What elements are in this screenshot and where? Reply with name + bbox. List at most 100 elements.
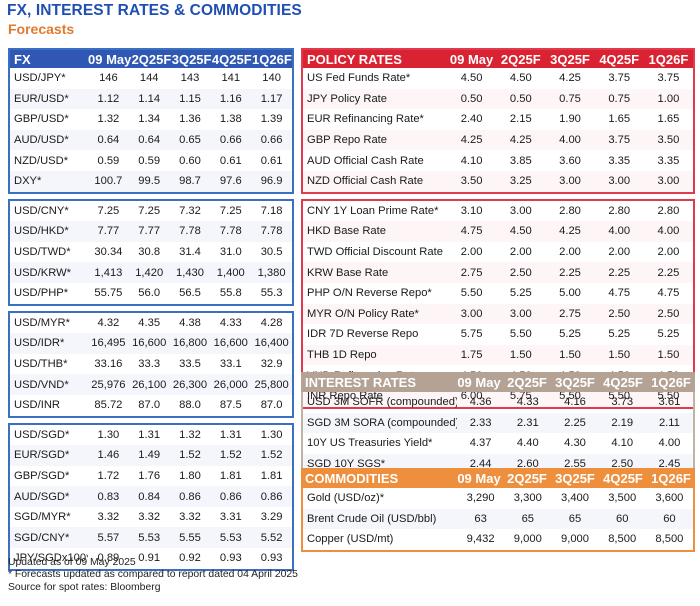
table-row-value-5: 96.9 — [260, 175, 283, 188]
commodities-header-label: COMMODITIES — [305, 470, 399, 486]
table-row-value-2: 4.35 — [138, 316, 161, 329]
table-row-label: 10Y US Treasuries Yield* — [307, 437, 433, 450]
table-row-value-3: 33.5 — [179, 358, 201, 371]
table-row-value-4: 4.33 — [219, 316, 242, 329]
table-row-value-2: 4.50 — [509, 72, 532, 85]
table-row: USD 3M SOFR (compounded)* 4.36 4.33 4.16 3.7… — [303, 392, 693, 413]
table-row-value-3: 31.4 — [179, 246, 201, 259]
policy-header-value-4: 4Q25F — [599, 51, 640, 67]
table-row-value-1: 4.32 — [97, 316, 120, 329]
table-row-value-2: 2.60 — [516, 458, 539, 471]
table-row-value-1: 5.50 — [460, 287, 483, 300]
table-row-value-1: 1,413 — [94, 266, 123, 279]
table-row-label: US Fed Funds Rate* — [307, 72, 411, 85]
table-row-value-2: 16,600 — [132, 337, 167, 350]
table-row-value-2: 7.77 — [138, 225, 161, 238]
table-row-label: CNY 1Y Loan Prime Rate* — [307, 204, 439, 217]
table-row-value-3: 4.16 — [564, 396, 586, 409]
table-row-value-4: 4.10 — [611, 437, 634, 450]
table-row-value-1: 146 — [99, 72, 118, 85]
table-row: JPY Policy Rate 0.50 0.50 0.75 0.75 1.00 — [303, 88, 693, 110]
table-row-value-3: 143 — [180, 72, 200, 85]
table-row-value-5: 4.00 — [658, 437, 681, 450]
table-row: EUR/USD* 1.12 1.14 1.15 1.16 1.17 — [10, 88, 292, 110]
table-row-value-5: 3.50 — [657, 134, 680, 147]
table-row-value-4: 3.73 — [611, 396, 634, 409]
table-row-value-1: 2.75 — [460, 266, 483, 279]
table-row-value-2: 1.49 — [138, 449, 161, 462]
table-row-value-5: 4.00 — [657, 225, 680, 238]
table-row-value-5: 5.50 — [657, 390, 680, 403]
table-row-value-4: 3.31 — [219, 511, 242, 524]
table-row-value-4: 1.38 — [219, 113, 242, 126]
table-row-value-3: 0.75 — [559, 92, 581, 105]
table-row-value-2: 4.33 — [516, 396, 539, 409]
table-row-value-5: 32.9 — [260, 358, 283, 371]
table-row-value-2: 7.25 — [138, 204, 161, 217]
policy-header-value-2: 2Q25F — [500, 51, 541, 67]
table-row-value-4: 55.8 — [219, 287, 242, 300]
policy-header: POLICY RATES 09 May 2Q25F 3Q25F 4Q25F 1Q26F — [301, 48, 695, 68]
table-row-label: JPY Policy Rate — [307, 92, 388, 105]
table-row-value-3: 1.15 — [179, 92, 201, 105]
table-row: USD/INR 85.72 87.0 88.0 87.5 87.0 — [10, 395, 292, 416]
table-row-value-1: 4.75 — [460, 225, 483, 238]
table-row: 10Y US Treasuries Yield* 4.37 4.40 4.30 4.10… — [303, 433, 693, 454]
table-row: AUD/USD* 0.64 0.64 0.65 0.66 0.66 — [10, 129, 292, 151]
table-row-value-3: 1.80 — [179, 469, 201, 482]
table-row-value-5: 25,800 — [254, 378, 289, 391]
table-row-value-2: 26,100 — [132, 378, 167, 391]
table-row-value-4: 16,600 — [213, 337, 248, 350]
table-row-value-5: 87.0 — [260, 399, 283, 412]
table-row-value-5: 1.52 — [260, 449, 283, 462]
table-row: USD/SGD* 1.30 1.31 1.32 1.31 1.30 — [10, 425, 292, 446]
table-row-value-4: 2.50 — [608, 307, 631, 320]
table-row: AUD Official Cash Rate 4.10 3.85 3.60 3.35 3.… — [303, 150, 693, 171]
table-row-value-5: 2.80 — [657, 204, 680, 217]
table-row-label: DXY* — [14, 175, 42, 188]
table-row-value-2: 144 — [139, 72, 159, 85]
table-row-value-4: 5.53 — [219, 531, 242, 544]
table-row-value-4: 2.19 — [611, 416, 634, 429]
table-row-value-2: 0.84 — [138, 490, 161, 503]
table-row-value-4: 4.00 — [608, 225, 631, 238]
table-row-value-5: 3.61 — [658, 396, 681, 409]
table-row-value-4: 1.65 — [608, 113, 631, 126]
table-row-value-4: 1,400 — [216, 266, 245, 279]
table-row-value-1: 9,432 — [466, 533, 495, 546]
table-row-value-1: 3.32 — [97, 511, 120, 524]
table-row-value-5: 1.30 — [260, 428, 283, 441]
table-row-value-5: 2.45 — [658, 458, 681, 471]
table-row-label: IDR 7D Reverse Repo — [307, 328, 419, 341]
table-row-value-1: 33.16 — [94, 358, 123, 371]
table-row-value-3: 1.32 — [179, 428, 201, 441]
table-row-value-5: 1.81 — [260, 469, 283, 482]
table-row-value-2: 1.14 — [138, 92, 161, 105]
table-row-value-5: 7.78 — [260, 225, 283, 238]
table-row-value-4: 4.75 — [608, 287, 631, 300]
table-row-value-5: 3.29 — [260, 511, 283, 524]
policy-header-value-1: 09 May — [449, 51, 494, 67]
table-row-label: USD/THB* — [14, 358, 68, 371]
table-row-value-4: 97.6 — [219, 175, 242, 188]
table-row-value-3: 0.86 — [179, 490, 201, 503]
commodities-header-value-4: 4Q25F — [603, 470, 643, 486]
table-row: EUR Refinancing Rate* 2.40 2.15 1.90 1.65 1.6… — [303, 109, 693, 130]
commodities-header-value-2: 2Q25F — [507, 470, 547, 486]
table-row-value-3: 5.55 — [179, 531, 201, 544]
table-row: NZD/USD* 0.59 0.59 0.60 0.61 0.61 — [10, 150, 292, 171]
table-row-value-2: 2.00 — [509, 246, 532, 259]
table-row-value-3: 26,300 — [172, 378, 208, 391]
table-row-value-2: 5.50 — [509, 328, 532, 341]
commodities-header-value-5: 1Q26F — [651, 470, 691, 486]
table-row-value-3: 3,400 — [561, 492, 589, 505]
table-row-value-3: 9,000 — [561, 533, 589, 546]
table-row-value-5: 0.86 — [260, 490, 283, 503]
table-row-value-1: 5.75 — [460, 328, 483, 341]
table-row-value-5: 1.17 — [260, 92, 283, 105]
table-row-value-2: 0.59 — [138, 154, 161, 167]
table-row-value-3: 4.30 — [564, 437, 586, 450]
fx-header-value-3: 3Q25F — [171, 51, 212, 67]
table-row: AUD/SGD* 0.83 0.84 0.86 0.86 0.86 — [10, 486, 292, 507]
table-row-value-5: 2.25 — [657, 266, 680, 279]
